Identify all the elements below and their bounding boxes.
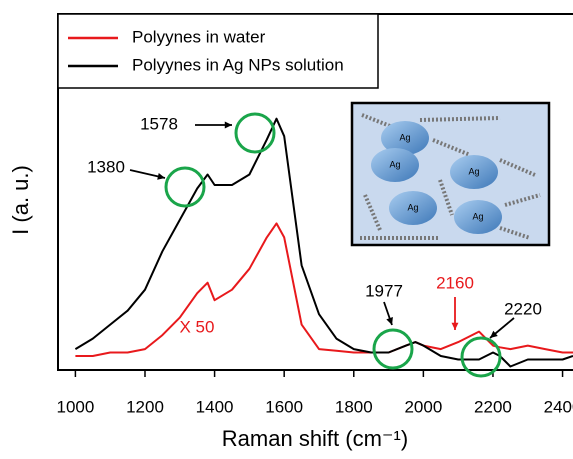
x-tick-label: 1400 bbox=[196, 397, 234, 416]
inset-label: Ag bbox=[472, 211, 483, 221]
inset-particle bbox=[454, 200, 502, 234]
inset-label: Ag bbox=[468, 166, 479, 176]
x-tick-label: 2200 bbox=[474, 397, 512, 416]
x-tick-label: 1200 bbox=[126, 397, 164, 416]
inset-chain bbox=[432, 138, 471, 157]
arrow-head bbox=[451, 322, 459, 330]
legend-label: Polyynes in water bbox=[132, 27, 266, 46]
inset-chain bbox=[499, 226, 531, 240]
highlight-circle bbox=[372, 328, 414, 370]
highlight-circle bbox=[164, 166, 206, 208]
highlight-circle bbox=[460, 336, 502, 378]
annotation: 2160 bbox=[436, 273, 474, 292]
annotation: 2220 bbox=[504, 299, 542, 318]
x-tick-label: 1600 bbox=[265, 397, 303, 416]
inset-particle bbox=[389, 191, 437, 225]
inset-label: Ag bbox=[399, 132, 410, 142]
x-tick-label: 1000 bbox=[56, 397, 94, 416]
inset-particle bbox=[371, 148, 419, 182]
inset-label: Ag bbox=[407, 202, 418, 212]
legend-label: Polyynes in Ag NPs solution bbox=[132, 55, 344, 74]
arrow-head bbox=[157, 173, 165, 180]
inset-label: Ag bbox=[389, 159, 400, 169]
inset-chain bbox=[419, 116, 501, 122]
x-axis-title: Raman shift (cm⁻¹) bbox=[222, 426, 408, 451]
arrow-head bbox=[386, 317, 393, 325]
highlight-circle bbox=[234, 112, 276, 154]
arrow-head bbox=[224, 121, 232, 129]
legend-box bbox=[57, 13, 379, 89]
annotation: 1977 bbox=[365, 281, 403, 300]
y-axis-title: I (a. u.) bbox=[8, 165, 33, 235]
series-line bbox=[74, 117, 573, 368]
inset-particle bbox=[450, 155, 498, 189]
x-tick-label: 2400 bbox=[544, 397, 573, 416]
arrow-head bbox=[490, 330, 498, 338]
x-tick-label: 2000 bbox=[404, 397, 442, 416]
inset-particle bbox=[381, 121, 429, 155]
annotation: 1380 bbox=[87, 157, 125, 176]
x-tick-label: 1800 bbox=[335, 397, 373, 416]
annotation: X 50 bbox=[180, 317, 215, 336]
annotation: 1578 bbox=[140, 114, 178, 133]
